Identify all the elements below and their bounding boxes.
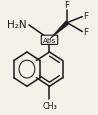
Text: H₂N: H₂N [7,20,27,30]
Text: F: F [64,1,69,10]
Text: F: F [84,28,89,37]
Text: F: F [84,12,89,21]
Text: CH₃: CH₃ [42,101,57,110]
FancyBboxPatch shape [41,36,58,45]
Text: Abs: Abs [43,37,56,43]
Polygon shape [49,22,69,40]
